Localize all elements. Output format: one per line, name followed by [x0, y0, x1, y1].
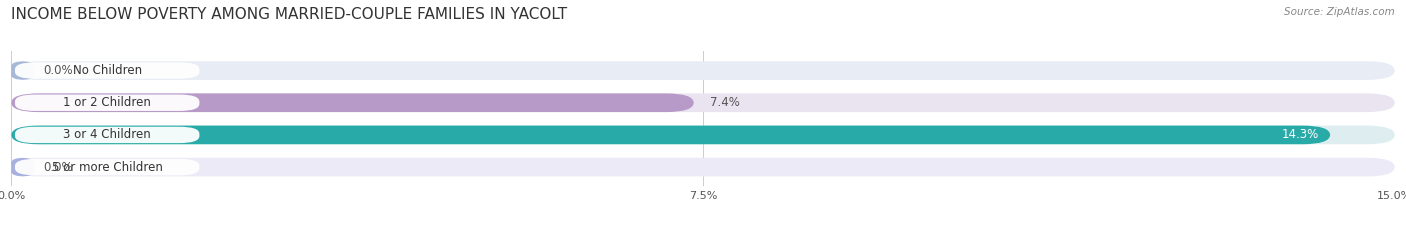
FancyBboxPatch shape: [15, 159, 200, 175]
Text: Source: ZipAtlas.com: Source: ZipAtlas.com: [1284, 7, 1395, 17]
FancyBboxPatch shape: [15, 127, 200, 143]
Text: No Children: No Children: [73, 64, 142, 77]
FancyBboxPatch shape: [11, 126, 1330, 144]
FancyBboxPatch shape: [15, 95, 200, 111]
Text: 0.0%: 0.0%: [44, 161, 73, 174]
Text: 3 or 4 Children: 3 or 4 Children: [63, 128, 150, 141]
Text: INCOME BELOW POVERTY AMONG MARRIED-COUPLE FAMILIES IN YACOLT: INCOME BELOW POVERTY AMONG MARRIED-COUPL…: [11, 7, 568, 22]
FancyBboxPatch shape: [11, 93, 1395, 112]
FancyBboxPatch shape: [11, 158, 34, 176]
FancyBboxPatch shape: [11, 61, 34, 80]
FancyBboxPatch shape: [15, 62, 200, 79]
Text: 0.0%: 0.0%: [44, 64, 73, 77]
Text: 7.4%: 7.4%: [710, 96, 740, 109]
Text: 5 or more Children: 5 or more Children: [52, 161, 163, 174]
FancyBboxPatch shape: [11, 158, 1395, 176]
Text: 14.3%: 14.3%: [1282, 128, 1319, 141]
Text: 1 or 2 Children: 1 or 2 Children: [63, 96, 150, 109]
FancyBboxPatch shape: [11, 126, 1395, 144]
FancyBboxPatch shape: [11, 61, 1395, 80]
FancyBboxPatch shape: [11, 93, 693, 112]
